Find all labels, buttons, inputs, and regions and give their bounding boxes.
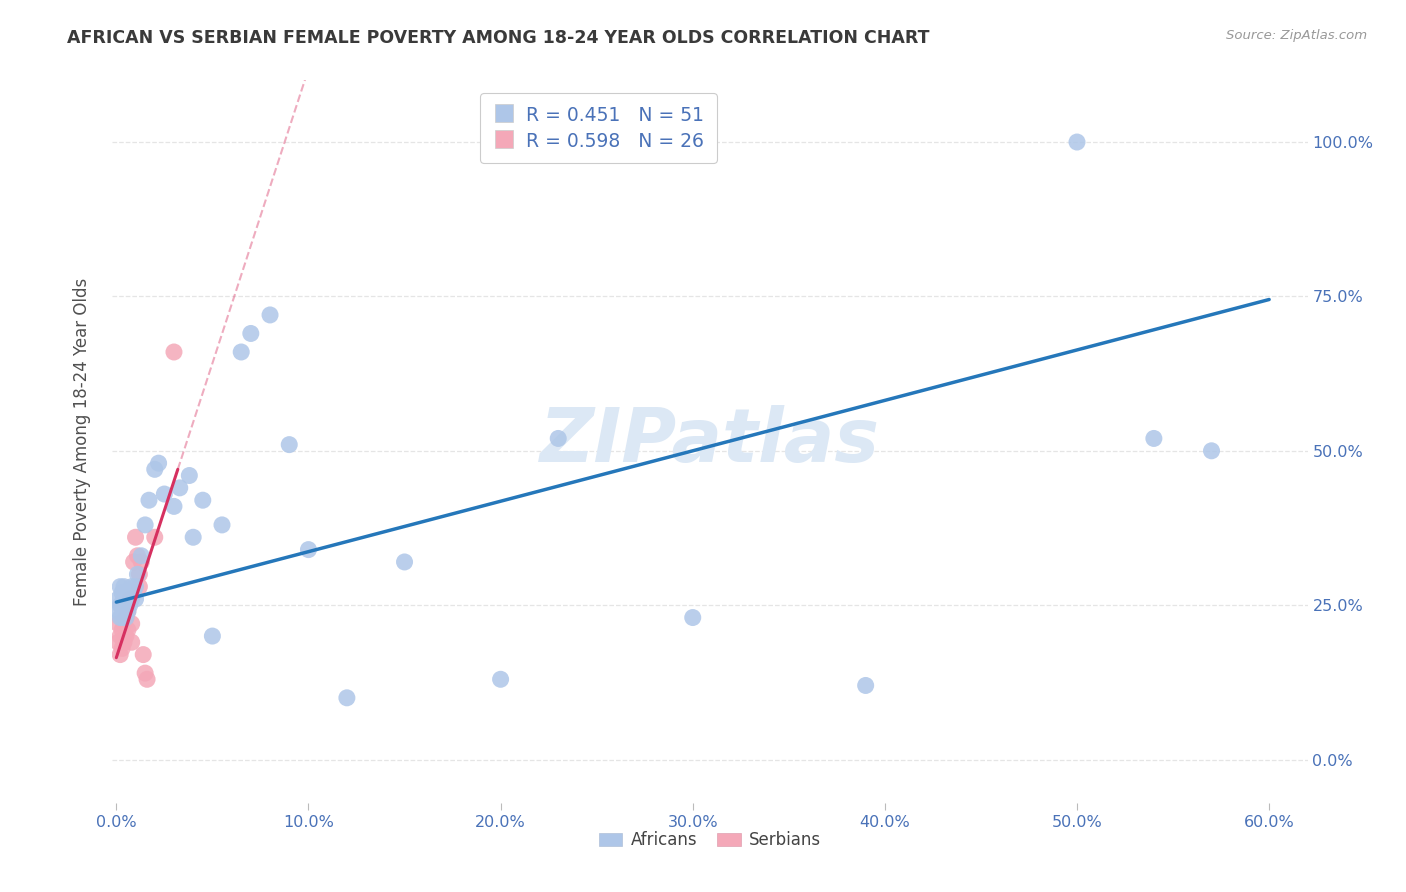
Point (169, 481, 191, 495)
Point (1066, 135, 1088, 149)
Point (132, 648, 155, 662)
Point (118, 586, 141, 600)
Text: AFRICAN VS SERBIAN FEMALE POVERTY AMONG 18-24 YEAR OLDS CORRELATION CHART: AFRICAN VS SERBIAN FEMALE POVERTY AMONG … (67, 29, 929, 46)
Point (112, 580, 135, 594)
Point (128, 580, 150, 594)
Point (112, 592, 135, 607)
Point (122, 586, 145, 600)
Point (143, 462, 166, 476)
Point (107, 616, 129, 631)
Point (489, 673, 512, 687)
Point (108, 610, 131, 624)
Point (682, 610, 704, 624)
Point (122, 555, 145, 569)
Point (117, 623, 139, 637)
Point (115, 610, 138, 624)
Point (121, 592, 143, 607)
Point (129, 555, 152, 569)
Point (111, 641, 134, 656)
Point (239, 326, 262, 341)
Point (115, 586, 138, 600)
Point (231, 345, 253, 359)
Text: ZIPatlas: ZIPatlas (540, 405, 880, 478)
Point (124, 580, 146, 594)
Point (111, 610, 134, 624)
Point (108, 629, 131, 643)
Point (191, 493, 214, 508)
Point (112, 604, 135, 618)
Point (1201, 443, 1223, 458)
Point (107, 592, 129, 607)
Point (108, 648, 131, 662)
Point (297, 542, 319, 557)
Point (336, 690, 359, 705)
Point (118, 592, 141, 607)
Point (179, 468, 201, 483)
Point (129, 549, 152, 563)
Text: Source: ZipAtlas.com: Source: ZipAtlas.com (1226, 29, 1367, 42)
Point (128, 567, 150, 582)
Point (117, 604, 139, 618)
Point (107, 635, 129, 649)
Point (855, 678, 877, 692)
Point (108, 580, 131, 594)
Point (127, 567, 149, 582)
Point (201, 629, 224, 643)
Point (136, 673, 159, 687)
Point (163, 500, 186, 514)
Legend: Africans, Serbians: Africans, Serbians (592, 824, 828, 856)
Point (117, 604, 139, 618)
Point (111, 586, 134, 600)
Point (163, 345, 186, 359)
Point (108, 598, 131, 612)
Y-axis label: Female Poverty Among 18-24 Year Olds: Female Poverty Among 18-24 Year Olds (73, 277, 91, 606)
Point (115, 629, 138, 643)
Point (153, 487, 176, 501)
Point (211, 517, 233, 532)
Point (121, 635, 143, 649)
Point (124, 530, 146, 544)
Point (143, 530, 166, 544)
Point (134, 517, 156, 532)
Point (112, 635, 135, 649)
Point (259, 308, 281, 322)
Point (138, 493, 160, 508)
Point (111, 623, 134, 637)
Point (111, 598, 134, 612)
Point (181, 530, 204, 544)
Point (112, 616, 135, 631)
Point (547, 432, 569, 446)
Point (121, 580, 143, 594)
Point (115, 610, 138, 624)
Point (148, 456, 170, 470)
Point (394, 555, 416, 569)
Point (278, 437, 301, 451)
Point (124, 592, 146, 607)
Point (107, 604, 129, 618)
Point (117, 592, 139, 607)
Point (121, 616, 143, 631)
Point (115, 598, 138, 612)
Point (1143, 432, 1166, 446)
Point (134, 666, 156, 681)
Point (127, 549, 149, 563)
Point (118, 598, 141, 612)
